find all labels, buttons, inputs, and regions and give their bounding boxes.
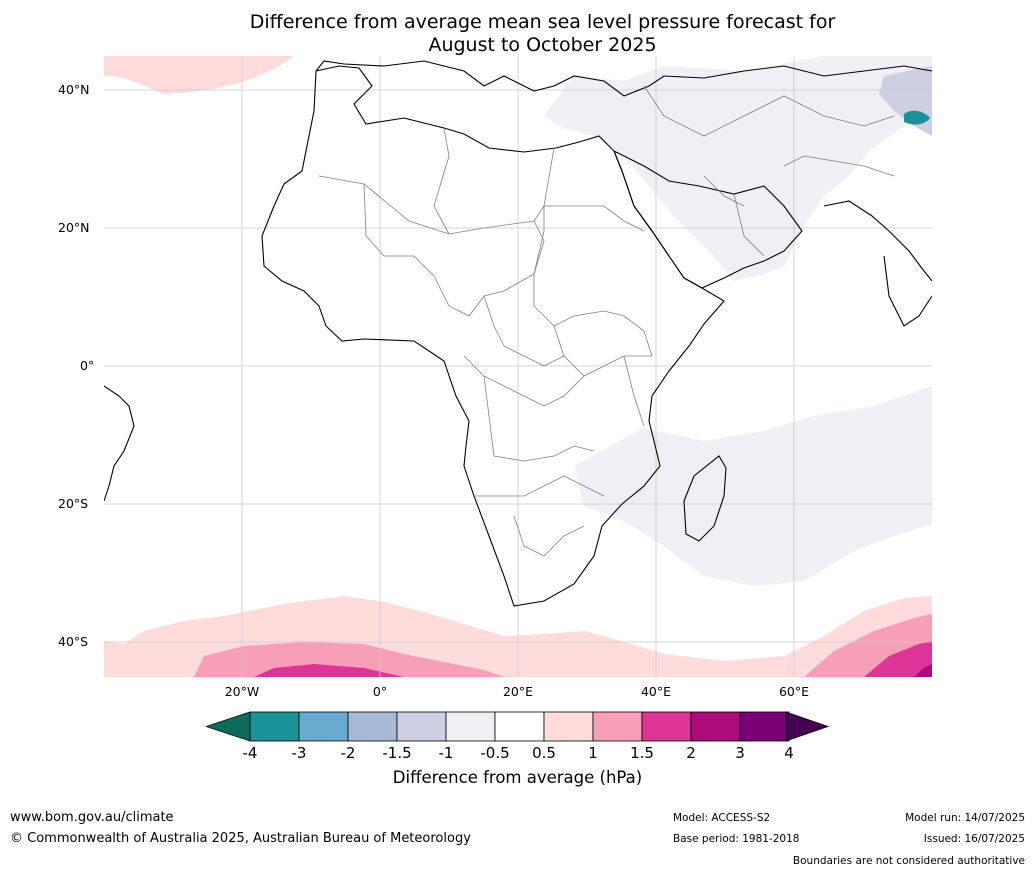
anomaly-region-south-west-indian-ocean [574, 386, 932, 586]
footer-model-run: Model run: 14/07/2025 [905, 812, 1025, 824]
colorbar-cell [739, 711, 790, 742]
colorbar-cell [690, 711, 741, 742]
colorbar-tick-label: 0.5 [532, 744, 556, 762]
pressure-anomaly-map [104, 56, 932, 677]
lat-label-40s: 40°S [58, 634, 89, 649]
anomaly-region-southern-ocean-strong-east [864, 641, 932, 677]
colorbar-tick-label: -1 [438, 744, 454, 762]
colorbar-tick-label: 1 [588, 744, 598, 762]
anomaly-region-pakistan-low [904, 110, 930, 125]
colorbar-cell [298, 711, 349, 742]
colorbar-tick-label: -1.5 [382, 744, 412, 762]
lon-label-20w: 20°W [224, 684, 260, 699]
anomaly-region-southern-ocean-strong [254, 664, 404, 677]
colorbar-tick-label: -4 [242, 744, 258, 762]
colorbar-cell [445, 711, 496, 742]
colorbar-cell [396, 711, 447, 742]
colorbar-tick-label: 2 [686, 744, 696, 762]
anomaly-region-southern-ocean-very-strong [914, 664, 932, 677]
anomaly-region-middle-east [544, 56, 932, 281]
map-title-line-2: August to October 2025 [428, 34, 657, 56]
south-america-coastline [104, 385, 135, 502]
arabia-coastline [612, 149, 803, 289]
colorbar-low-extension [206, 711, 251, 742]
madagascar-coastline [683, 455, 727, 542]
europe-coastline [315, 60, 932, 97]
africa-coastline [261, 65, 725, 607]
india-coastline [823, 200, 932, 327]
colorbar-tick-label: 3 [735, 744, 745, 762]
footer-base-period: Base period: 1981-2018 [673, 833, 800, 845]
lon-label-40e: 40°E [640, 684, 672, 699]
footer-issued: Issued: 16/07/2025 [923, 833, 1025, 845]
anomaly-region-north-atlantic [104, 56, 294, 94]
footer-url: www.bom.gov.au/climate [10, 810, 174, 825]
country-boundaries [318, 85, 895, 557]
colorbar-cell [249, 711, 300, 742]
lat-label-20n: 20°N [58, 220, 90, 235]
colorbar-cell [347, 711, 398, 742]
colorbar-tick-label: -2 [340, 744, 356, 762]
colorbar-cell [641, 711, 692, 742]
colorbar-title: Difference from average (hPa) [392, 768, 643, 787]
colorbar-cell [543, 711, 594, 742]
lon-label-0: 0° [372, 684, 388, 699]
colorbar-tick-label: -3 [291, 744, 307, 762]
footer-model: Model: ACCESS-S2 [673, 812, 771, 824]
lon-label-60e: 60°E [778, 684, 810, 699]
colorbar-tick-label: 4 [784, 744, 794, 762]
anomaly-shading [104, 56, 932, 677]
footer-copyright: © Commonwealth of Australia 2025, Austra… [10, 831, 471, 846]
graticule [104, 56, 932, 677]
footer-disclaimer: Boundaries are not considered authoritat… [792, 855, 1025, 867]
lat-label-40n: 40°N [58, 82, 90, 97]
colorbar-cell [494, 711, 545, 742]
anomaly-region-southern-ocean-moderate [194, 642, 504, 677]
lat-label-20s: 20°S [58, 496, 89, 511]
coastlines [104, 60, 932, 607]
map-title-line-1: Difference from average mean sea level p… [249, 11, 836, 33]
colorbar-tick-label: -0.5 [480, 744, 510, 762]
colorbar [206, 711, 830, 742]
lon-label-20e: 20°E [502, 684, 534, 699]
colorbar-cell [592, 711, 643, 742]
colorbar-tick-label: 1.5 [630, 744, 654, 762]
lat-label-equator: 0° [80, 358, 95, 373]
colorbar-high-extension [785, 711, 830, 742]
